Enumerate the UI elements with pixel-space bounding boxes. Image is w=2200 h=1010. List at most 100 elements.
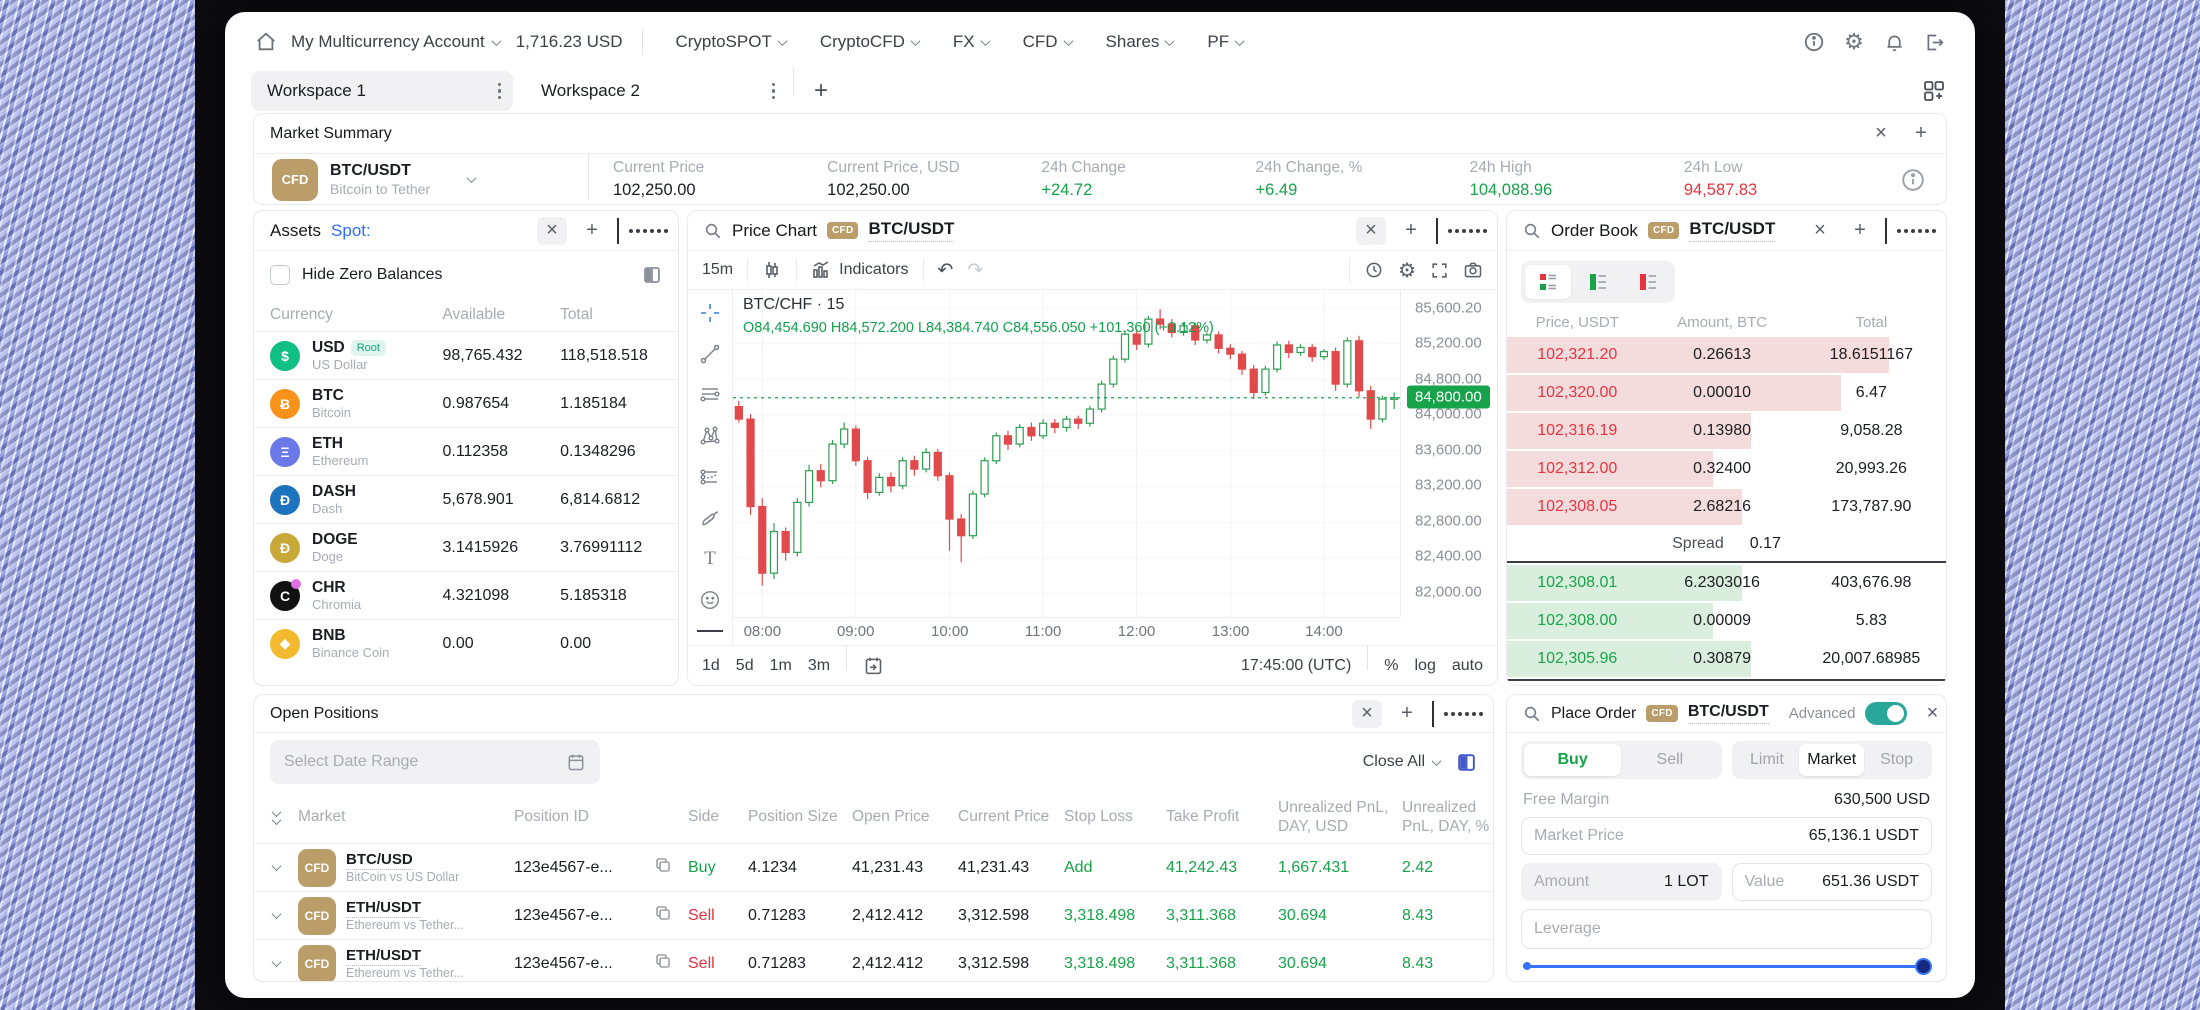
search-icon[interactable] [1523, 222, 1541, 240]
scale-log[interactable]: log [1414, 656, 1436, 674]
leverage-field[interactable]: Leverage [1521, 909, 1932, 949]
expand-row-icon[interactable] [254, 909, 298, 920]
slider-knob[interactable] [1915, 958, 1932, 975]
chart-canvas[interactable] [733, 290, 1400, 619]
range-1d[interactable]: 1d [702, 656, 720, 674]
workspace-tab-2[interactable]: Workspace 2 [525, 71, 787, 111]
trendline-tool-icon[interactable] [697, 341, 723, 367]
search-icon[interactable] [704, 222, 722, 240]
ask-row[interactable]: 102,320.00 0.00010 6.47 [1507, 375, 1946, 411]
bid-row[interactable]: 102,308.01 6.2303016 403,676.98 [1507, 565, 1946, 601]
leverage-slider[interactable] [1523, 958, 1932, 975]
position-row[interactable]: CFD ETH/USDT Ethereum vs Tether... 123e4567… [254, 891, 1493, 939]
close-icon[interactable]: × [1875, 122, 1887, 144]
amount-field[interactable]: Amount 1 LOT [1521, 863, 1722, 901]
buy-tab[interactable]: Buy [1524, 744, 1622, 776]
scale-auto[interactable]: auto [1451, 656, 1483, 674]
position-row[interactable]: CFD BTC/USD BitCoin vs US Dollar 123e4567-e… [254, 843, 1493, 891]
add-widget-icon[interactable] [1919, 76, 1949, 106]
view-asks-icon[interactable] [1625, 265, 1671, 299]
info-icon[interactable] [1898, 165, 1928, 195]
value-field[interactable]: Value 651.36 USDT [1731, 863, 1932, 901]
advanced-toggle[interactable] [1865, 702, 1908, 725]
search-icon[interactable] [1523, 705, 1541, 723]
hide-zero-checkbox[interactable] [270, 265, 290, 285]
asset-row[interactable]: C CHR Chromia 4.321098 5.185318 [254, 571, 678, 619]
ask-row[interactable]: 102,321.20 0.26613 18.6151167 [1507, 337, 1946, 373]
drag-handle-icon[interactable] [1444, 700, 1483, 728]
expand-row-icon[interactable] [254, 861, 298, 872]
close-icon[interactable]: × [537, 216, 567, 245]
logout-icon[interactable] [1919, 27, 1949, 57]
expand-row-icon[interactable] [254, 957, 298, 968]
close-icon[interactable]: × [1814, 219, 1826, 241]
asset-row[interactable]: Ð DOGE Doge 3.1415926 3.76991112 [254, 523, 678, 571]
text-tool-icon[interactable]: T [704, 548, 716, 569]
limit-tab[interactable]: Limit [1735, 744, 1800, 776]
screenshot-icon[interactable] [1463, 251, 1497, 289]
view-both-sides-icon[interactable] [1525, 265, 1571, 299]
ask-row[interactable]: 102,316.19 0.13980 9,058.28 [1507, 413, 1946, 449]
date-range-input[interactable]: Select Date Range [270, 740, 600, 784]
indicators-button[interactable]: Indicators [797, 251, 922, 289]
xabcd-pattern-tool-icon[interactable] [697, 423, 723, 449]
drag-handle-icon[interactable] [629, 217, 668, 245]
go-to-date-icon[interactable] [863, 655, 884, 676]
assets-mode-link[interactable]: Spot: [331, 220, 371, 240]
asset-row[interactable]: Ξ ETH Ethereum 0.112358 0.1348296 [254, 427, 678, 475]
alert-clock-icon[interactable] [1350, 251, 1398, 289]
columns-icon[interactable] [1456, 752, 1477, 773]
crosshair-tool-icon[interactable] [697, 300, 723, 326]
close-icon[interactable]: × [1926, 702, 1939, 724]
notifications-icon[interactable] [1879, 27, 1909, 57]
symbol-selector[interactable]: BTC/USDT [1687, 703, 1769, 724]
ask-row[interactable]: 102,308.05 2.68216 173,787.90 [1507, 489, 1946, 525]
add-workspace-button[interactable]: + [814, 77, 829, 104]
symbol-selector[interactable]: BTC/USDT [868, 219, 955, 242]
home-icon[interactable] [251, 27, 281, 57]
range-1m[interactable]: 1m [769, 656, 792, 674]
asset-row[interactable]: Đ DASH Dash 5,678.901 6,814.6812 [254, 475, 678, 523]
close-all-button[interactable]: Close All [1363, 753, 1442, 771]
price-axis[interactable]: 84,800.00 85,600.20 85,200.00 84,800.00 84,… [1400, 290, 1497, 617]
position-tool-icon[interactable] [697, 464, 723, 490]
chart-settings-icon[interactable]: ⚙ [1398, 259, 1416, 282]
add-icon[interactable]: + [1401, 702, 1413, 724]
range-5d[interactable]: 5d [735, 656, 754, 674]
instrument-selector[interactable]: CFD BTC/USDT Bitcoin to Tether [272, 158, 588, 201]
copy-icon[interactable] [654, 856, 688, 879]
stop-tab[interactable]: Stop [1864, 744, 1929, 776]
menu-shares[interactable]: Shares [1094, 32, 1186, 52]
bid-row[interactable]: 102,308.00 0.00009 5.83 [1507, 603, 1946, 639]
workspace-menu-icon[interactable] [768, 79, 780, 104]
fullscreen-icon[interactable] [1430, 251, 1463, 289]
close-icon[interactable]: × [1352, 699, 1382, 728]
columns-icon[interactable] [642, 265, 662, 285]
menu-pf[interactable]: PF [1195, 32, 1255, 52]
market-tab[interactable]: Market [1799, 744, 1865, 776]
scale-percent[interactable]: % [1384, 656, 1399, 674]
account-selector[interactable]: My Multicurrency Account [291, 32, 502, 52]
time-axis[interactable]: 08:00 09:00 10:00 11:00 12:00 13:00 14:00 [733, 617, 1400, 645]
settings-icon[interactable]: ⚙ [1844, 29, 1864, 54]
market-price-field[interactable]: Market Price 65,136.1 USDT [1521, 817, 1932, 855]
workspace-menu-icon[interactable] [494, 79, 506, 104]
add-icon[interactable]: + [1915, 122, 1927, 144]
scrollbar[interactable] [1507, 679, 1946, 681]
range-3m[interactable]: 3m [807, 656, 831, 674]
asset-row[interactable]: ◆ BNB Binance Coin 0.00 0.00 [254, 619, 678, 667]
brush-tool-icon[interactable] [697, 505, 723, 531]
redo-icon[interactable]: ↷ [967, 259, 984, 281]
expand-all-icon[interactable] [254, 809, 298, 825]
asset-row[interactable]: $ USD Root US Dollar 98,765.432 118,518.518 [254, 331, 678, 379]
emoji-tool-icon[interactable] [697, 587, 723, 613]
horizontal-lines-tool-icon[interactable] [697, 382, 723, 408]
menu-cfd[interactable]: CFD [1011, 32, 1084, 52]
asset-row[interactable]: Ƀ BTC Bitcoin 0.987654 1.185184 [254, 379, 678, 427]
undo-icon[interactable]: ↶ [937, 259, 954, 281]
add-icon[interactable]: + [1405, 219, 1417, 241]
position-row[interactable]: CFD ETH/USDT Ethereum vs Tether... 123e4567… [254, 939, 1493, 981]
copy-icon[interactable] [654, 952, 688, 975]
menu-cryptospot[interactable]: CryptoSPOT [663, 32, 797, 52]
drag-handle-icon[interactable] [1897, 217, 1936, 245]
